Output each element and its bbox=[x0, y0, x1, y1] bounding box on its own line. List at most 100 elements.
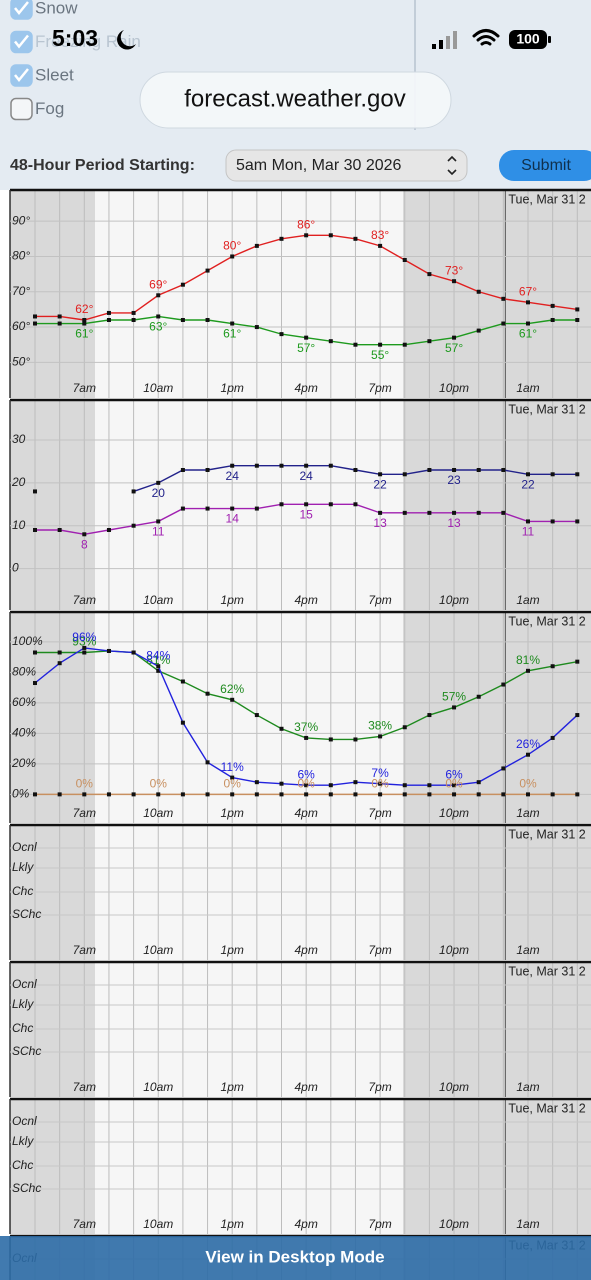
row-label: Chc bbox=[12, 884, 33, 898]
data-point bbox=[254, 792, 259, 797]
x-tick-label: 4pm bbox=[294, 1080, 317, 1094]
data-point bbox=[180, 720, 185, 725]
data-point bbox=[550, 519, 555, 524]
data-point bbox=[205, 318, 210, 322]
data-point bbox=[328, 233, 333, 238]
x-tick-label: 1am bbox=[516, 806, 539, 820]
data-point bbox=[501, 510, 506, 515]
data-label: 55° bbox=[371, 348, 389, 362]
y-tick-label: 20 bbox=[11, 475, 26, 489]
data-point bbox=[205, 468, 210, 472]
x-tick-label: 10pm bbox=[439, 381, 469, 395]
data-label: 26% bbox=[516, 737, 540, 751]
data-label: 83° bbox=[371, 228, 389, 242]
data-point bbox=[575, 713, 580, 718]
y-tick-label: 90° bbox=[12, 213, 30, 227]
data-point bbox=[402, 472, 407, 477]
option-label: Snow bbox=[35, 0, 78, 17]
data-point bbox=[526, 752, 530, 757]
data-point bbox=[279, 781, 284, 786]
data-point bbox=[476, 510, 481, 515]
url-bar[interactable] bbox=[139, 71, 452, 129]
data-label: 61° bbox=[519, 327, 537, 341]
data-label: 80° bbox=[223, 239, 241, 253]
day-label: Tue, Mar 31 2 bbox=[508, 614, 585, 628]
data-point bbox=[526, 668, 530, 673]
x-tick-label: 7am bbox=[73, 381, 96, 395]
data-point bbox=[33, 792, 37, 797]
data-point bbox=[279, 236, 284, 241]
data-label: 67° bbox=[519, 285, 537, 299]
y-tick-label: 40% bbox=[12, 726, 36, 740]
option-label: Fog bbox=[35, 99, 64, 118]
data-point bbox=[180, 792, 185, 797]
data-point bbox=[254, 463, 259, 468]
data-point bbox=[501, 792, 506, 797]
data-label: 0% bbox=[519, 777, 537, 791]
data-point bbox=[82, 532, 87, 537]
data-label: 86° bbox=[297, 217, 315, 231]
data-point bbox=[205, 792, 210, 797]
data-point bbox=[254, 713, 259, 718]
data-label: 14 bbox=[226, 512, 240, 526]
x-tick-label: 4pm bbox=[294, 806, 317, 820]
x-tick-label: 4pm bbox=[294, 593, 317, 607]
data-point bbox=[427, 783, 432, 788]
data-point bbox=[57, 650, 62, 655]
data-label: 7% bbox=[371, 766, 389, 780]
data-point bbox=[57, 661, 62, 666]
data-point bbox=[353, 342, 358, 347]
checkmark bbox=[14, 34, 29, 49]
data-point bbox=[156, 792, 161, 797]
period-select[interactable] bbox=[225, 149, 468, 182]
day-label: Tue, Mar 31 2 bbox=[508, 827, 585, 841]
data-point bbox=[402, 258, 407, 262]
y-tick-label: 0% bbox=[12, 787, 30, 801]
data-label: 0% bbox=[371, 777, 389, 791]
select-arrows bbox=[447, 155, 457, 176]
night-shade bbox=[10, 190, 95, 398]
y-tick-label: 20% bbox=[11, 756, 36, 770]
x-tick-label: 7pm bbox=[368, 943, 391, 957]
data-label: 13 bbox=[373, 516, 387, 530]
data-point bbox=[476, 468, 481, 472]
data-point bbox=[254, 325, 259, 330]
day-label: Tue, Mar 31 2 bbox=[508, 192, 585, 206]
data-label: 6% bbox=[445, 767, 463, 781]
period-selected: 5am Mon, Mar 30 2026 bbox=[236, 157, 402, 174]
x-tick-label: 1pm bbox=[221, 943, 244, 957]
data-point bbox=[575, 659, 580, 664]
data-point bbox=[550, 318, 555, 322]
x-tick-label: 1pm bbox=[221, 806, 244, 820]
data-point bbox=[33, 321, 37, 326]
desktop-mode-banner[interactable] bbox=[0, 1236, 591, 1280]
data-point bbox=[131, 523, 136, 528]
data-point bbox=[427, 792, 432, 797]
data-point bbox=[156, 314, 161, 319]
data-point bbox=[180, 282, 185, 287]
charts: Tue, Mar 31 2 7am 10am 1pm 4pm 7pm 10pm 1am 50° 6… bbox=[9, 188, 591, 1280]
data-point bbox=[106, 310, 111, 315]
submit-button[interactable] bbox=[499, 150, 591, 181]
data-point bbox=[452, 792, 457, 797]
data-label: 11 bbox=[522, 525, 535, 539]
x-tick-label: 10am bbox=[143, 593, 173, 607]
data-label: 61° bbox=[223, 327, 241, 341]
data-point bbox=[501, 766, 506, 771]
data-label: 57% bbox=[442, 690, 466, 704]
data-point bbox=[279, 332, 284, 337]
data-point bbox=[550, 735, 555, 740]
x-tick-label: 1pm bbox=[221, 593, 244, 607]
options: Snow Freezing Rain Sleet Fog bbox=[10, 0, 141, 121]
data-point bbox=[279, 726, 284, 731]
data-label: 96% bbox=[72, 630, 96, 644]
data-point bbox=[230, 697, 235, 702]
data-point bbox=[57, 528, 62, 532]
checkbox[interactable] bbox=[10, 97, 33, 121]
y-tick-label: 60% bbox=[12, 695, 36, 709]
data-point bbox=[501, 296, 506, 301]
data-point bbox=[230, 321, 235, 326]
data-point bbox=[82, 645, 87, 650]
data-label: 38% bbox=[368, 719, 392, 733]
x-tick-label: 4pm bbox=[294, 943, 317, 957]
